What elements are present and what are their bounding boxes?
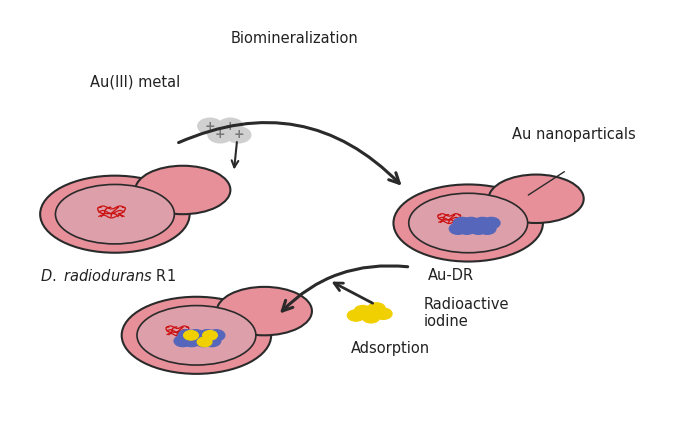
Circle shape xyxy=(183,335,201,347)
Circle shape xyxy=(347,310,365,321)
Circle shape xyxy=(482,217,500,229)
Ellipse shape xyxy=(55,185,175,244)
Circle shape xyxy=(368,303,385,314)
Text: +: + xyxy=(225,120,236,132)
Circle shape xyxy=(469,223,487,235)
Text: Au(III) metal: Au(III) metal xyxy=(90,74,180,90)
Text: +: + xyxy=(215,128,225,141)
Ellipse shape xyxy=(122,297,271,374)
Text: Radioactive
iodine: Radioactive iodine xyxy=(424,297,510,330)
Circle shape xyxy=(362,311,380,323)
Circle shape xyxy=(375,308,392,319)
Text: Biomineralization: Biomineralization xyxy=(231,30,359,45)
Circle shape xyxy=(354,306,372,317)
Circle shape xyxy=(199,330,216,341)
Circle shape xyxy=(208,330,225,341)
Circle shape xyxy=(478,223,496,235)
Circle shape xyxy=(203,335,221,347)
Ellipse shape xyxy=(40,176,190,253)
Text: Adsorption: Adsorption xyxy=(351,341,429,356)
Circle shape xyxy=(187,330,205,341)
Circle shape xyxy=(184,330,199,340)
FancyArrowPatch shape xyxy=(334,283,373,303)
Circle shape xyxy=(462,217,480,229)
Circle shape xyxy=(226,127,251,143)
Circle shape xyxy=(449,223,467,235)
Circle shape xyxy=(174,335,192,347)
Circle shape xyxy=(197,337,212,347)
FancyArrowPatch shape xyxy=(179,123,399,183)
Circle shape xyxy=(198,118,222,134)
Text: +: + xyxy=(205,120,215,132)
Ellipse shape xyxy=(488,174,584,223)
Circle shape xyxy=(178,330,196,341)
Ellipse shape xyxy=(393,185,543,261)
Circle shape xyxy=(473,217,491,229)
Circle shape xyxy=(218,118,242,134)
Text: Au nanoparticals: Au nanoparticals xyxy=(512,128,636,142)
Text: $\it{D.\ radiodurans}$ R1: $\it{D.\ radiodurans}$ R1 xyxy=(40,268,176,284)
Circle shape xyxy=(203,330,217,340)
Circle shape xyxy=(453,217,471,229)
Ellipse shape xyxy=(409,193,527,253)
Circle shape xyxy=(195,335,212,347)
Ellipse shape xyxy=(137,306,256,365)
Circle shape xyxy=(208,127,232,143)
Ellipse shape xyxy=(217,287,312,335)
FancyArrowPatch shape xyxy=(282,266,408,311)
Text: +: + xyxy=(233,128,244,141)
FancyArrowPatch shape xyxy=(232,142,238,167)
Circle shape xyxy=(458,223,475,235)
Ellipse shape xyxy=(135,166,230,214)
Text: Au-DR: Au-DR xyxy=(428,268,474,283)
